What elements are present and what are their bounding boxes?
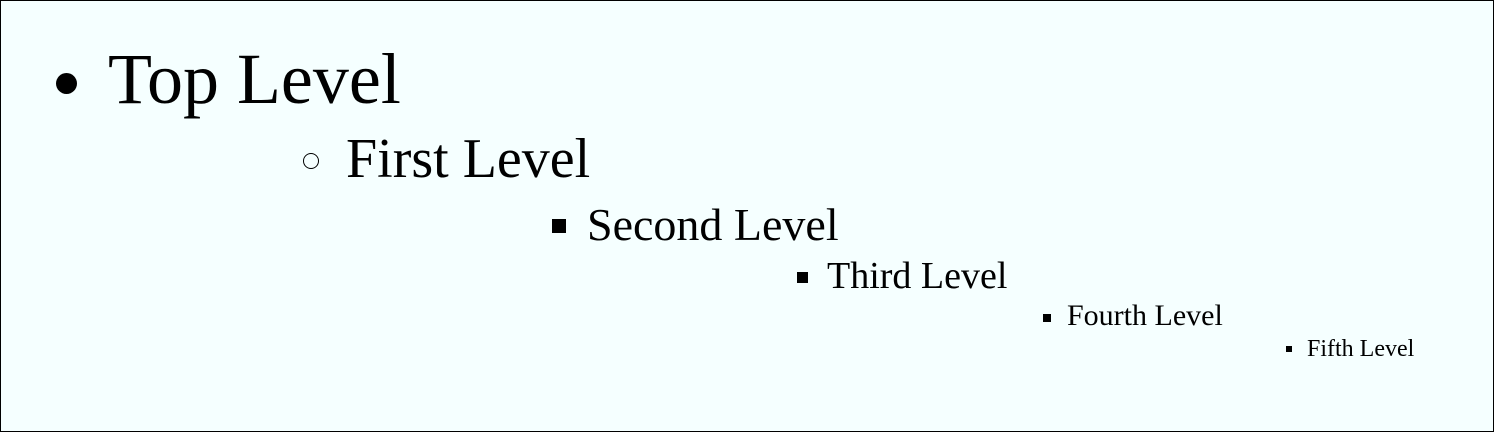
list-item-label: First Level bbox=[346, 128, 591, 190]
list-item-label: Third Level bbox=[827, 255, 1008, 297]
list-item-label: Second Level bbox=[587, 199, 839, 250]
list-item-label: Fifth Level bbox=[1307, 336, 1415, 362]
square-bullet-icon bbox=[552, 219, 566, 233]
list-item-label: Fourth Level bbox=[1067, 299, 1223, 332]
list-item-label: Top Level bbox=[108, 39, 401, 119]
square-bullet-icon bbox=[797, 272, 808, 283]
circle-bullet-icon bbox=[303, 153, 319, 169]
disc-bullet-icon bbox=[56, 73, 77, 94]
square-bullet-icon bbox=[1043, 314, 1051, 322]
square-bullet-icon bbox=[1286, 346, 1292, 352]
